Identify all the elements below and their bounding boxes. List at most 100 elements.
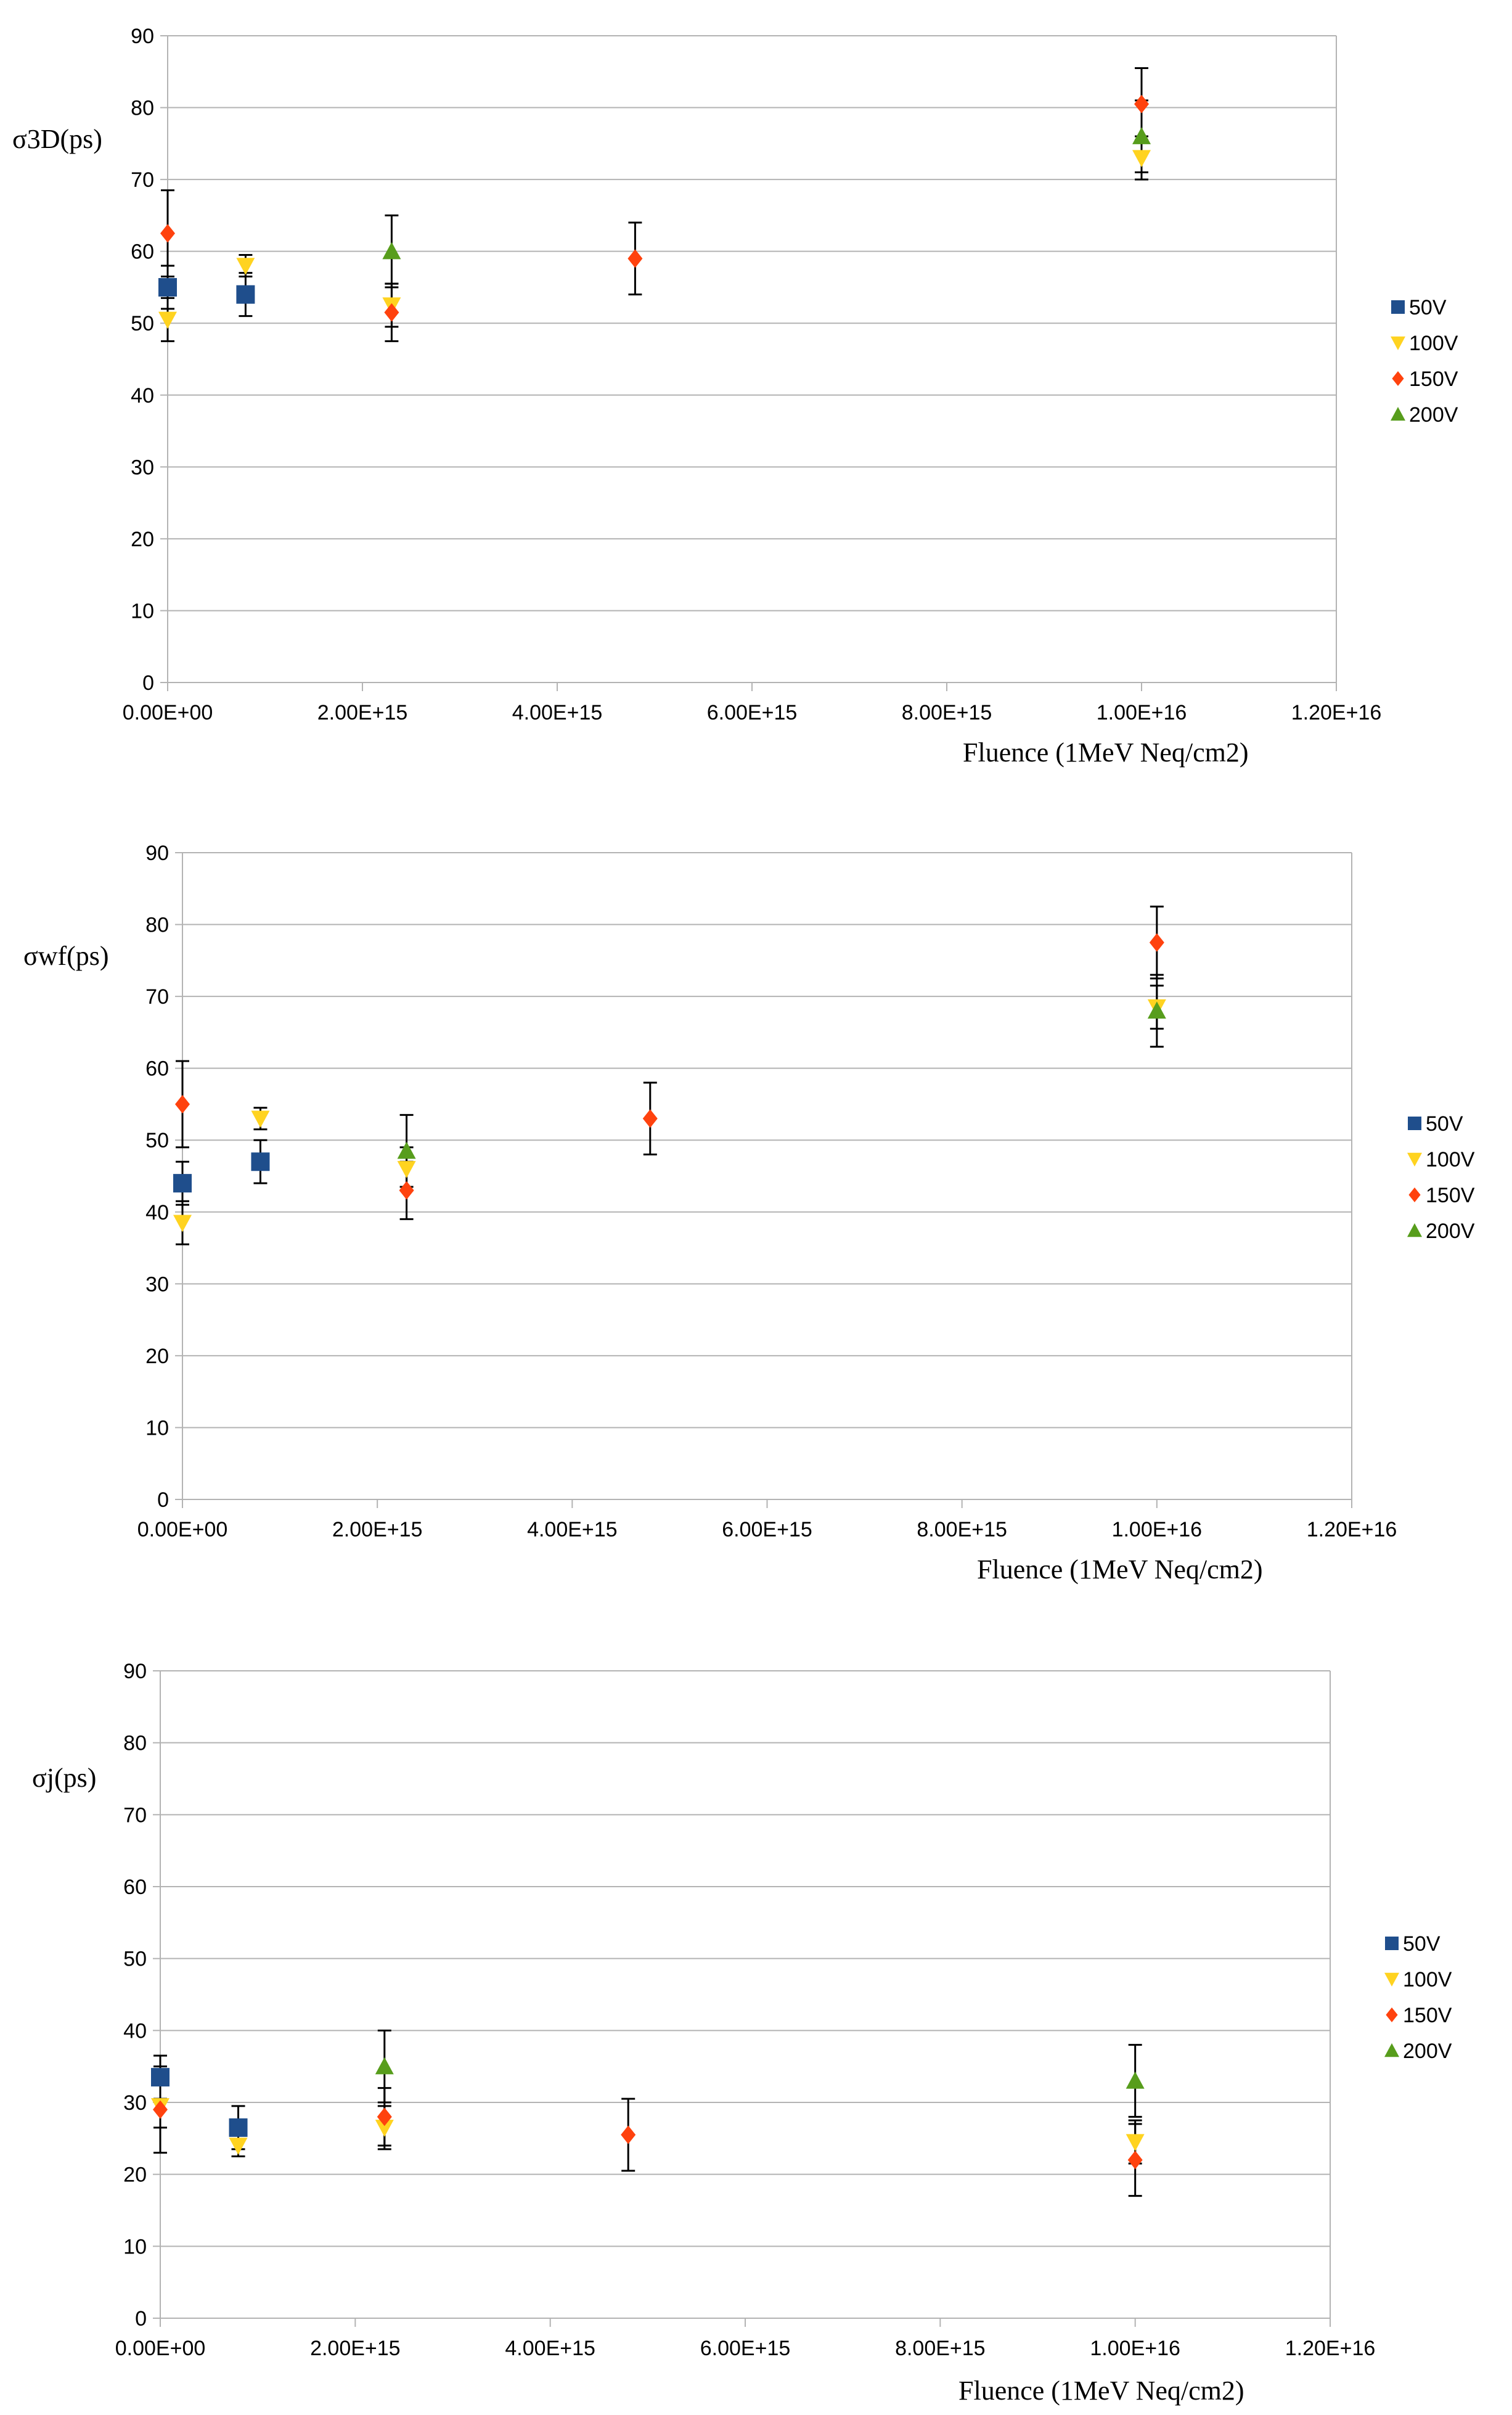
x-tick-label: 8.00E+15 <box>895 2337 986 2360</box>
y-tick-label: 50 <box>123 1948 147 1971</box>
y-tick-label: 10 <box>123 2235 147 2258</box>
legend-label-200v: 200V <box>1403 2040 1452 2063</box>
point-50v <box>251 1152 270 1171</box>
y-tick-label: 80 <box>131 97 154 120</box>
x-tick-label: 4.00E+15 <box>527 1518 618 1541</box>
legend-item-200v: 200V <box>1407 1220 1475 1243</box>
point-50v <box>151 2068 170 2087</box>
legend-label-150v: 150V <box>1426 1184 1475 1207</box>
x-tick-label: 1.00E+16 <box>1112 1518 1203 1541</box>
chart-sigma-j: 0 10 20 30 40 50 60 70 80 90 0.00E+00 2.00E+15 4.00E… <box>32 1660 1452 2406</box>
x-tick-label: 1.20E+16 <box>1285 2337 1376 2360</box>
point-100v <box>173 1215 192 1232</box>
point-150v <box>377 2107 392 2126</box>
legend-label-100v: 100V <box>1409 332 1458 355</box>
data-points <box>173 933 1166 1232</box>
y-tick-label: 30 <box>131 456 154 479</box>
y-tick-label: 40 <box>145 1201 169 1224</box>
legend-marker-100v <box>1391 336 1405 350</box>
y-tick-label: 20 <box>131 528 154 551</box>
legend-item-200v: 200V <box>1384 2040 1452 2063</box>
y-axis-label: σwf(ps) <box>23 941 109 971</box>
x-tick-label: 2.00E+15 <box>317 701 408 724</box>
x-tick-label: 2.00E+15 <box>332 1518 423 1541</box>
error-bars <box>161 67 1148 342</box>
point-150v <box>642 1109 658 1128</box>
y-tick-label: 20 <box>145 1345 169 1368</box>
gridlines <box>160 1670 1331 2318</box>
point-100v <box>158 311 177 329</box>
axes: 0 10 20 30 40 50 60 70 80 90 0.00E+00 2.00E+15 4.00E… <box>137 842 1397 1541</box>
legend-item-150v: 150V <box>1386 2004 1452 2027</box>
point-200v <box>382 242 401 260</box>
legend-label-50v: 50V <box>1426 1112 1463 1136</box>
legend-item-50v: 50V <box>1385 1932 1440 1956</box>
legend-label-50v: 50V <box>1409 296 1447 319</box>
y-tick-label: 30 <box>145 1273 169 1296</box>
point-200v <box>1132 127 1151 144</box>
y-tick-label: 50 <box>145 1129 169 1152</box>
y-tick-label: 90 <box>123 1660 147 1683</box>
legend-item-100v: 100V <box>1407 1148 1475 1171</box>
legend-label-100v: 100V <box>1403 1968 1452 1991</box>
legend-marker-200v <box>1391 407 1405 421</box>
gridlines <box>182 852 1352 1499</box>
point-50v <box>229 2118 248 2137</box>
point-150v <box>160 224 175 243</box>
y-tick-label: 70 <box>123 1803 147 1827</box>
point-100v <box>251 1110 270 1128</box>
error-bars <box>153 2029 1142 2197</box>
legend-item-50v: 50V <box>1391 296 1447 319</box>
legend-marker-150v <box>1392 371 1404 386</box>
point-200v <box>1147 1001 1166 1019</box>
point-150v <box>384 303 399 322</box>
legend-marker-50v <box>1385 1937 1399 1950</box>
point-200v <box>375 2057 394 2075</box>
legend-item-150v: 150V <box>1408 1184 1475 1207</box>
gridlines <box>168 35 1337 683</box>
y-tick-label: 0 <box>157 1488 169 1512</box>
legend-item-100v: 100V <box>1391 332 1458 355</box>
legend-item-200v: 200V <box>1391 403 1458 427</box>
y-tick-label: 10 <box>131 599 154 623</box>
error-bars <box>176 905 1164 1245</box>
legend-marker-150v <box>1386 2007 1398 2022</box>
y-tick-label: 0 <box>135 2307 147 2331</box>
x-axis-label: Fluence (1MeV Neq/cm2) <box>963 737 1249 768</box>
legend-label-150v: 150V <box>1409 367 1458 391</box>
x-tick-label: 0.00E+00 <box>137 1518 228 1541</box>
data-points <box>151 2057 1145 2170</box>
x-tick-label: 0.00E+00 <box>123 701 213 724</box>
x-tick-label: 1.20E+16 <box>1291 701 1382 724</box>
x-tick-label: 4.00E+15 <box>505 2337 595 2360</box>
point-200v <box>397 1141 416 1159</box>
x-tick-label: 1.20E+16 <box>1307 1518 1397 1541</box>
x-tick-label: 6.00E+15 <box>707 701 798 724</box>
y-tick-label: 50 <box>131 312 154 335</box>
point-150v <box>399 1181 414 1200</box>
axes: 0 10 20 30 40 50 60 70 80 90 0.00E+00 2.00E+15 4.00E… <box>115 1660 1376 2360</box>
point-150v <box>627 249 643 268</box>
y-tick-label: 60 <box>131 240 154 264</box>
point-150v <box>1127 2151 1143 2170</box>
y-tick-label: 40 <box>123 2019 147 2043</box>
y-axis-label: σ3D(ps) <box>12 124 102 154</box>
legend-item-50v: 50V <box>1408 1112 1463 1136</box>
point-200v <box>1126 2072 1145 2089</box>
x-tick-label: 8.00E+15 <box>917 1518 1007 1541</box>
x-axis-label: Fluence (1MeV Neq/cm2) <box>958 2376 1244 2406</box>
y-tick-label: 40 <box>131 384 154 408</box>
y-tick-label: 70 <box>131 168 154 192</box>
legend-marker-100v <box>1384 1972 1399 1987</box>
legend-marker-100v <box>1407 1152 1422 1166</box>
y-tick-label: 70 <box>145 985 169 1009</box>
y-tick-label: 10 <box>145 1416 169 1440</box>
point-50v <box>236 285 255 304</box>
data-points <box>158 94 1151 329</box>
point-150v <box>1149 933 1164 952</box>
point-150v <box>153 2100 168 2119</box>
x-tick-label: 4.00E+15 <box>512 701 603 724</box>
legend-marker-50v <box>1391 300 1405 314</box>
x-tick-label: 8.00E+15 <box>902 701 992 724</box>
